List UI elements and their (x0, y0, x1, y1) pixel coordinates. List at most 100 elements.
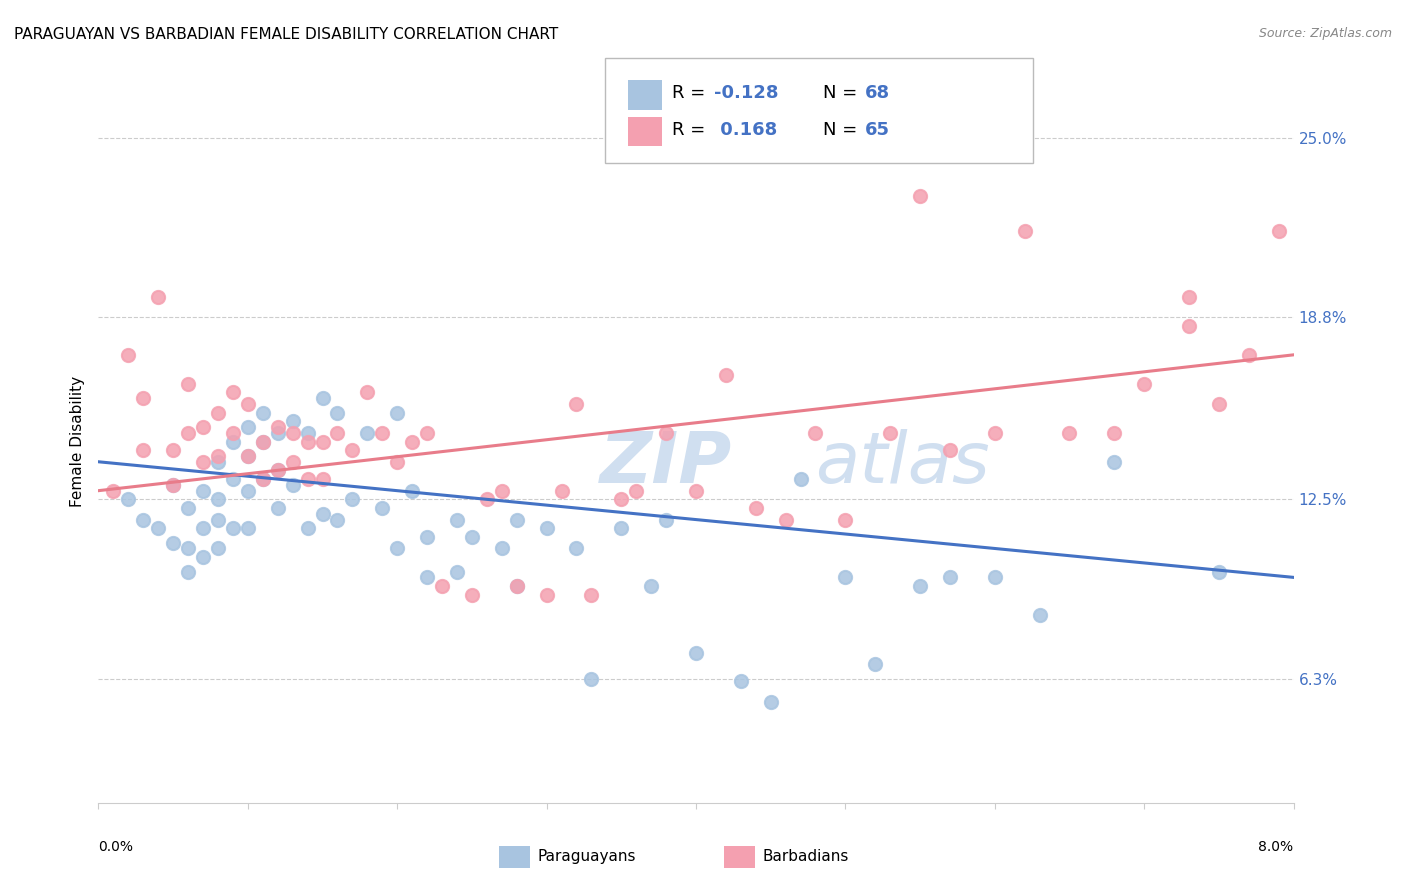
Point (207, 449, 229, 463)
Point (401, 434, 423, 449)
Point (1208, 397, 1230, 411)
Point (1267, 223, 1289, 237)
Text: 68: 68 (865, 84, 890, 102)
Point (626, 483, 648, 498)
Point (191, 455, 214, 469)
Point (416, 570, 439, 584)
Point (191, 420, 214, 434)
Point (148, 521, 170, 535)
Point (385, 455, 409, 469)
Point (1237, 348, 1260, 362)
Point (491, 541, 513, 556)
Point (385, 406, 409, 420)
Point (1014, 223, 1036, 237)
Text: Barbadians: Barbadians (762, 849, 848, 863)
Point (162, 478, 184, 492)
Point (834, 512, 856, 526)
Point (834, 570, 856, 584)
Point (371, 501, 394, 516)
Point (252, 472, 274, 486)
Point (162, 535, 184, 549)
Point (267, 425, 290, 440)
Point (730, 674, 752, 689)
Point (236, 420, 259, 434)
Point (326, 512, 349, 526)
Point (371, 425, 394, 440)
Point (1178, 318, 1201, 333)
Point (222, 434, 245, 449)
Point (1104, 455, 1126, 469)
Point (222, 521, 245, 535)
Point (865, 657, 887, 671)
Text: N =: N = (823, 121, 862, 139)
Point (148, 290, 170, 304)
Y-axis label: Female Disability: Female Disability (69, 376, 84, 508)
Text: R =: R = (672, 121, 711, 139)
Point (177, 565, 200, 579)
Point (804, 425, 827, 440)
Point (908, 579, 931, 593)
Point (461, 530, 484, 544)
Point (222, 385, 245, 400)
Point (267, 463, 290, 477)
Point (281, 425, 304, 440)
Point (177, 376, 200, 391)
Text: R =: R = (672, 84, 711, 102)
Point (297, 425, 319, 440)
Point (236, 483, 259, 498)
Point (685, 483, 707, 498)
Point (1104, 425, 1126, 440)
Text: N =: N = (823, 84, 862, 102)
Point (342, 443, 364, 458)
Point (311, 434, 333, 449)
Point (685, 646, 707, 660)
Point (207, 406, 229, 420)
Point (446, 565, 468, 579)
Text: 0.0%: 0.0% (98, 840, 134, 855)
Point (475, 492, 498, 507)
Point (446, 512, 468, 526)
Point (879, 425, 901, 440)
Point (655, 512, 678, 526)
Point (908, 189, 931, 203)
Point (311, 507, 333, 521)
Point (550, 483, 572, 498)
Point (252, 406, 274, 420)
Point (222, 425, 245, 440)
Point (536, 588, 558, 602)
Point (385, 541, 409, 556)
Point (655, 425, 678, 440)
Point (297, 434, 319, 449)
Point (416, 530, 439, 544)
Text: 0.168: 0.168 (714, 121, 778, 139)
Point (581, 588, 603, 602)
Point (581, 672, 603, 686)
Point (132, 512, 155, 526)
Point (610, 521, 633, 535)
Point (326, 425, 349, 440)
Point (207, 492, 229, 507)
Point (207, 541, 229, 556)
Text: Paraguayans: Paraguayans (537, 849, 636, 863)
Point (506, 579, 529, 593)
Point (939, 570, 962, 584)
Point (267, 420, 290, 434)
Point (1028, 607, 1050, 622)
Point (177, 425, 200, 440)
Point (789, 472, 811, 486)
Point (162, 478, 184, 492)
Point (267, 501, 290, 516)
Point (281, 455, 304, 469)
Point (191, 550, 214, 565)
Point (207, 455, 229, 469)
Text: Source: ZipAtlas.com: Source: ZipAtlas.com (1258, 27, 1392, 40)
Point (939, 443, 962, 458)
Point (984, 570, 1007, 584)
Point (1208, 565, 1230, 579)
Point (297, 472, 319, 486)
Point (984, 425, 1007, 440)
Point (267, 463, 290, 477)
Point (222, 472, 245, 486)
Point (506, 512, 529, 526)
Point (162, 443, 184, 458)
